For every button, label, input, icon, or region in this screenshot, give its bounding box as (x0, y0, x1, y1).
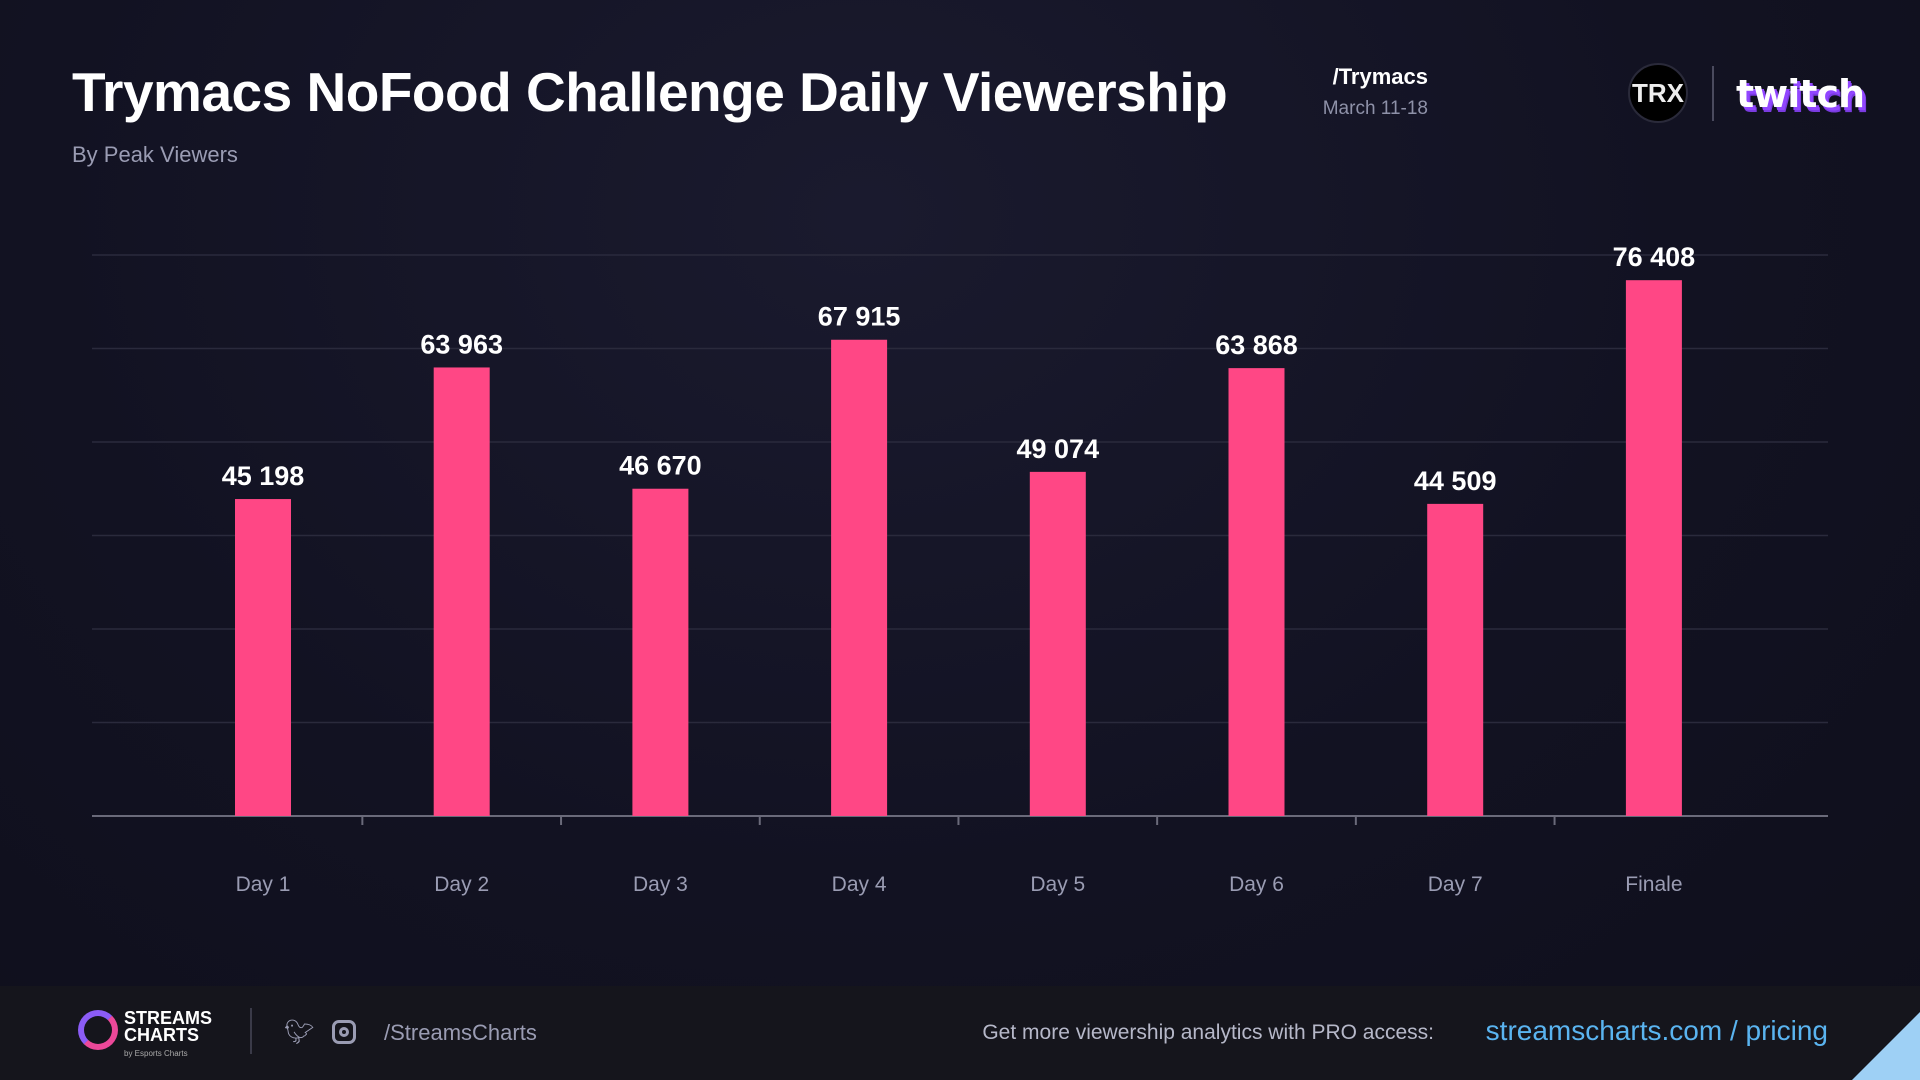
bar (235, 499, 291, 816)
corner-decoration (1852, 1012, 1920, 1080)
instagram-icon[interactable] (332, 1020, 356, 1044)
streams-charts-logo-icon (78, 1010, 118, 1050)
data-label: 45 198 (222, 461, 305, 491)
bar (1029, 471, 1086, 816)
divider (1712, 66, 1714, 121)
date-range: March 11-18 (1322, 98, 1428, 119)
data-label: 63 868 (1215, 330, 1298, 360)
bar-chart: 45 198 Day 1 63 963 Day 2 46 670 Day 3 67 915 D… (92, 242, 1828, 896)
x-tick-label: Finale (1625, 873, 1682, 896)
divider (250, 1008, 252, 1054)
footer (0, 986, 1920, 1080)
brand-sub: by Esports Charts (124, 1049, 188, 1058)
x-tick-label: Day 6 (1229, 873, 1284, 896)
pricing-link[interactable]: streamscharts.com / pricing (1485, 1015, 1828, 1046)
page-title: Trymacs NoFood Challenge Daily Viewershi… (72, 61, 1228, 123)
bar (1228, 368, 1285, 816)
data-label: 46 670 (619, 451, 702, 481)
data-label: 67 915 (818, 302, 901, 332)
data-label: 63 963 (420, 329, 503, 359)
bar (1625, 280, 1682, 816)
data-label: 49 074 (1017, 434, 1100, 464)
channel-avatar: TRX (1628, 63, 1688, 123)
data-label: 44 509 (1414, 466, 1497, 496)
x-tick-label: Day 4 (832, 873, 887, 896)
bar (831, 339, 888, 816)
promo-text: Get more viewership analytics with PRO a… (982, 1021, 1434, 1044)
x-tick-label: Day 7 (1428, 873, 1483, 896)
twitter-icon[interactable]: 🐦︎ (284, 1019, 315, 1046)
bar (433, 367, 490, 816)
x-tick-label: Day 5 (1030, 873, 1085, 896)
data-label: 76 408 (1613, 242, 1696, 272)
twitch-logo: twitch (1736, 72, 1865, 116)
x-tick-label: Day 1 (236, 873, 291, 896)
channel-name: /Trymacs (1332, 64, 1428, 89)
bar (632, 488, 689, 816)
x-tick-label: Day 2 (434, 873, 489, 896)
page-subtitle: By Peak Viewers (72, 142, 238, 167)
channel-info: /Trymacs March 11-18 (1323, 64, 1428, 120)
x-tick-label: Day 3 (633, 873, 688, 896)
bar (1427, 503, 1484, 816)
brand-name: STREAMS CHARTS (124, 1008, 213, 1045)
social-handle[interactable]: /StreamsCharts (384, 1020, 537, 1045)
